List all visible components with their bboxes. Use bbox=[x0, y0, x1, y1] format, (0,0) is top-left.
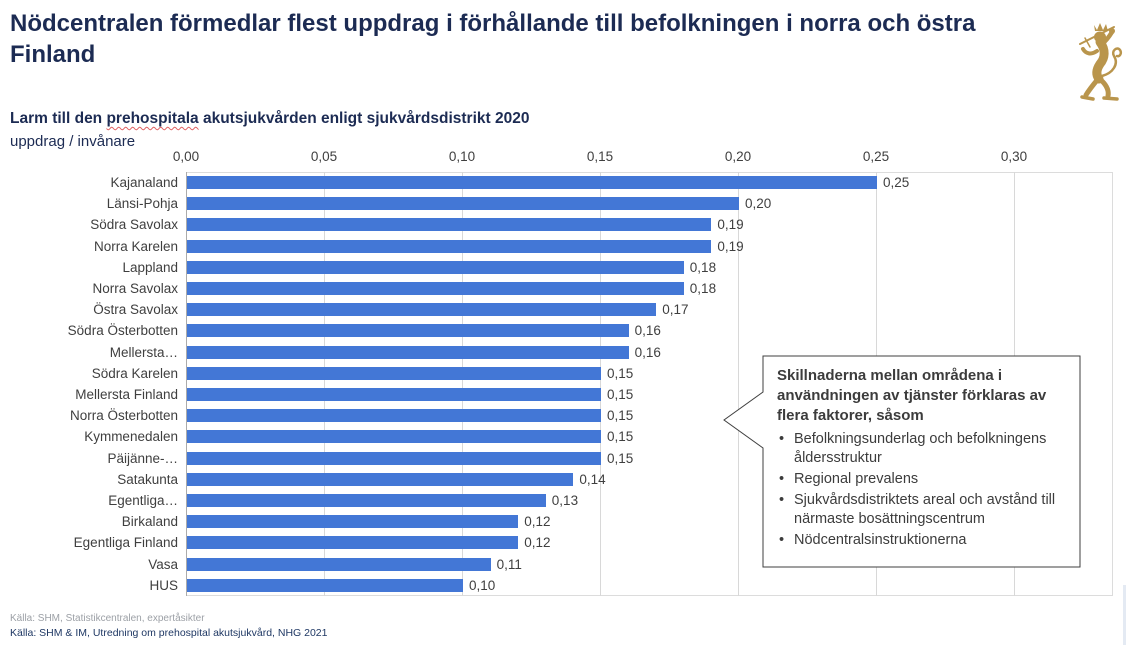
category-label: Norra Österbotten bbox=[69, 408, 178, 424]
bar bbox=[187, 197, 739, 211]
bar bbox=[187, 472, 574, 486]
bar bbox=[187, 366, 601, 380]
value-label: 0,19 bbox=[717, 238, 744, 254]
source-line-1: Källa: SHM, Statistikcentralen, expertås… bbox=[10, 613, 205, 624]
x-tick-label: 0,25 bbox=[862, 149, 890, 164]
callout-heading: Skillnaderna mellan områdena i användnin… bbox=[777, 367, 1047, 424]
category-label: Egentliga Finland bbox=[73, 535, 178, 551]
category-label: Norra Savolax bbox=[92, 281, 178, 296]
bar bbox=[187, 536, 519, 550]
x-tick-label: 0,10 bbox=[448, 149, 476, 164]
bar bbox=[187, 430, 601, 444]
value-label: 0,15 bbox=[607, 365, 634, 381]
category-label: Norra Karelen bbox=[93, 238, 178, 254]
bar bbox=[187, 388, 601, 401]
value-label: 0,18 bbox=[689, 281, 717, 296]
value-label: 0,16 bbox=[634, 323, 661, 339]
bar bbox=[187, 557, 491, 571]
category-label: Södra Österbotten bbox=[67, 323, 178, 339]
value-label: 0,15 bbox=[607, 429, 634, 445]
callout-bullet-list: Befolkningsunderlag och befolkningens ål… bbox=[777, 430, 1073, 550]
bar bbox=[187, 303, 657, 317]
bar bbox=[187, 218, 712, 232]
bar bbox=[187, 282, 684, 295]
gridline bbox=[600, 172, 601, 596]
category-label: Vasa bbox=[148, 556, 178, 572]
category-label: Södra Karelen bbox=[91, 365, 178, 381]
bar bbox=[187, 515, 519, 529]
gridline bbox=[462, 172, 463, 596]
bar bbox=[187, 578, 463, 592]
value-label: 0,16 bbox=[634, 344, 661, 360]
bar bbox=[187, 176, 877, 189]
bar bbox=[187, 239, 712, 253]
category-label: Satakunta bbox=[117, 471, 178, 487]
category-label: Birkaland bbox=[121, 514, 178, 530]
category-label: Södra Savolax bbox=[90, 217, 178, 233]
bar bbox=[187, 324, 629, 338]
gridline bbox=[738, 172, 739, 596]
bar bbox=[187, 451, 601, 465]
gridline bbox=[186, 172, 187, 596]
x-tick-label: 0,05 bbox=[310, 149, 338, 164]
chart-title: Larm till den prehospitala akutsjukvårde… bbox=[10, 110, 770, 128]
callout-box: Skillnaderna mellan områdena i användnin… bbox=[777, 366, 1073, 552]
value-label: 0,15 bbox=[607, 387, 634, 402]
callout-bullet: Regional prevalens bbox=[777, 470, 1073, 489]
callout-bullet: Befolkningsunderlag och befolkningens ål… bbox=[777, 430, 1073, 468]
value-label: 0,17 bbox=[662, 302, 689, 318]
x-tick-label: 0,30 bbox=[1000, 149, 1028, 164]
bar bbox=[187, 494, 546, 507]
category-label: Östra Savolax bbox=[93, 302, 178, 318]
category-label: Egentliga… bbox=[108, 493, 178, 508]
value-label: 0,25 bbox=[883, 175, 910, 190]
category-label: Länsi-Pohja bbox=[106, 196, 178, 212]
chart-title-misspelled-word: prehospitala bbox=[106, 110, 199, 127]
category-label: Mellersta Finland bbox=[75, 387, 178, 402]
page-title: Nödcentralen förmedlar flest uppdrag i f… bbox=[10, 10, 976, 68]
scrollbar-sliver[interactable] bbox=[1123, 585, 1126, 645]
category-label: Lappland bbox=[122, 259, 178, 275]
bar bbox=[187, 345, 629, 359]
value-label: 0,11 bbox=[496, 556, 522, 572]
x-tick-label: 0,20 bbox=[724, 149, 752, 164]
chart-title-pre: Larm till den bbox=[10, 110, 107, 127]
bar bbox=[187, 260, 684, 274]
value-label: 0,12 bbox=[524, 514, 551, 530]
value-label: 0,15 bbox=[607, 408, 634, 424]
value-label: 0,10 bbox=[469, 577, 496, 593]
category-label: Kymmenedalen bbox=[84, 429, 178, 445]
category-label: Kajanaland bbox=[110, 175, 178, 190]
gridline bbox=[324, 172, 325, 596]
x-tick-label: 0,15 bbox=[586, 149, 614, 164]
coat-of-arms-icon bbox=[1079, 23, 1123, 101]
value-label: 0,12 bbox=[524, 535, 551, 551]
category-label: Päijänne-… bbox=[107, 450, 178, 466]
x-tick-label: 0,00 bbox=[172, 149, 200, 164]
value-label: 0,15 bbox=[607, 450, 634, 466]
value-label: 0,13 bbox=[551, 493, 579, 508]
category-label: Mellersta… bbox=[109, 344, 178, 360]
bar bbox=[187, 409, 601, 423]
value-label: 0,20 bbox=[745, 196, 772, 212]
value-label: 0,14 bbox=[579, 471, 606, 487]
category-label: HUS bbox=[149, 577, 178, 593]
value-label: 0,18 bbox=[689, 259, 717, 275]
source-line-2: Källa: SHM & IM, Utredning om prehospita… bbox=[10, 627, 328, 639]
value-label: 0,19 bbox=[717, 217, 744, 233]
axis-unit-label: uppdrag / invånare bbox=[10, 133, 136, 150]
chart-title-post: akutsjukvården enligt sjukvårdsdistrikt … bbox=[198, 110, 530, 127]
callout-bullet: Sjukvårdsdistriktets areal och avstånd t… bbox=[777, 491, 1073, 529]
callout-bullet: Nödcentralsinstruktionerna bbox=[777, 531, 1073, 550]
